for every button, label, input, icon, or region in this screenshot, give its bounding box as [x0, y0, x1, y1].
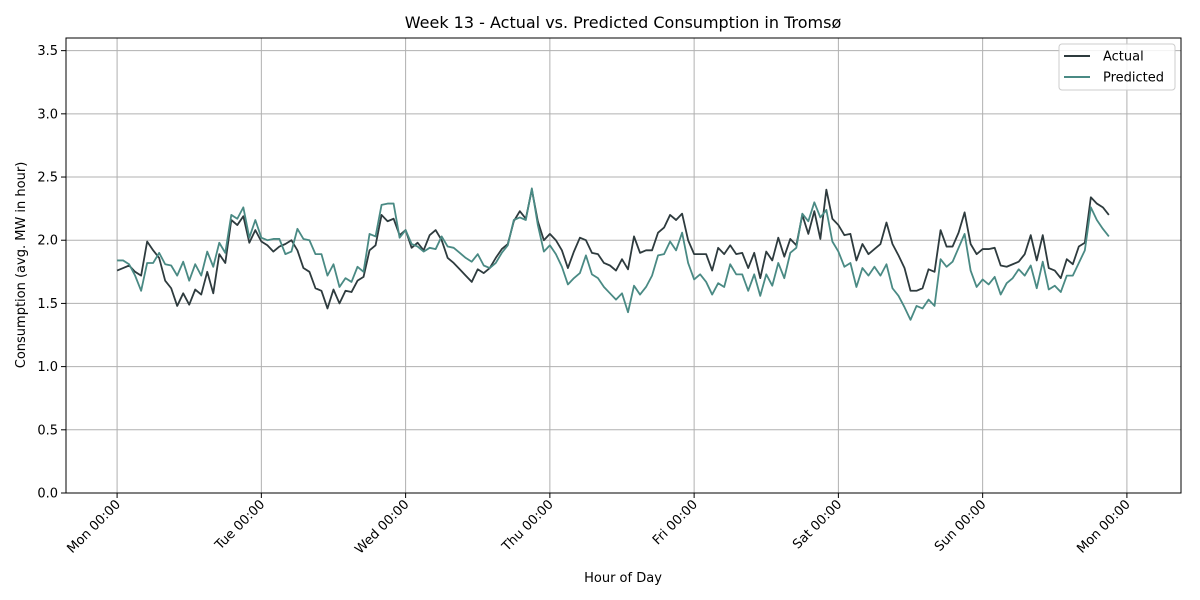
chart-title: Week 13 - Actual vs. Predicted Consumpti…	[405, 13, 842, 32]
y-tick-label: 1.5	[37, 297, 58, 312]
series-layer	[116, 187, 1110, 321]
y-axis: 0.0 0.5 1.0 1.5 2.0 2.5 3.0 3.5	[37, 44, 66, 502]
legend: Actual Predicted	[1058, 43, 1176, 91]
y-axis-label: Consumption (avg. MW in hour)	[14, 162, 29, 369]
y-tick-label: 1.0	[37, 360, 58, 375]
series-line-predicted	[117, 187, 1110, 321]
y-tick-label: 0.5	[37, 423, 58, 438]
y-tick-label: 2.0	[37, 234, 58, 249]
legend-label-actual: Actual	[1103, 50, 1144, 65]
y-tick-label: 3.0	[37, 107, 58, 122]
y-tick-label: 3.5	[37, 44, 58, 59]
plot-frame	[65, 37, 1182, 494]
legend-label-predicted: Predicted	[1103, 71, 1164, 86]
y-tick-label: 2.5	[37, 171, 58, 186]
y-tick-label: 0.0	[37, 487, 58, 502]
x-axis-label: Hour of Day	[584, 571, 662, 586]
